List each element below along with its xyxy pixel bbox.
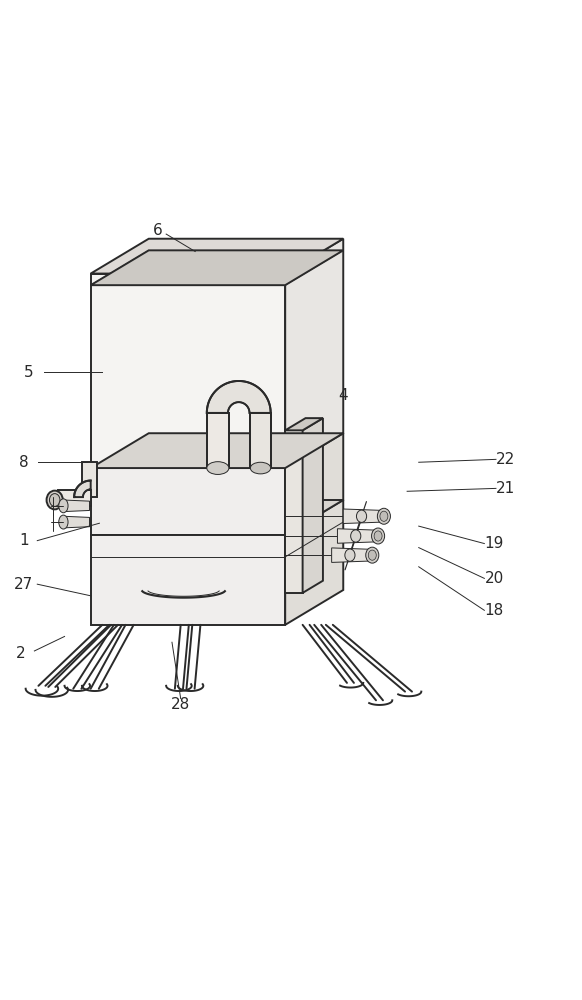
Polygon shape: [91, 274, 285, 468]
Polygon shape: [207, 413, 229, 468]
Text: 5: 5: [24, 365, 33, 380]
Text: 27: 27: [15, 577, 34, 592]
Polygon shape: [303, 418, 323, 593]
Polygon shape: [91, 468, 285, 535]
Ellipse shape: [59, 515, 68, 529]
Polygon shape: [91, 535, 285, 625]
Polygon shape: [285, 430, 303, 593]
Polygon shape: [207, 381, 271, 413]
Polygon shape: [91, 250, 343, 285]
Polygon shape: [63, 500, 90, 512]
Polygon shape: [285, 418, 323, 430]
Text: 6: 6: [152, 223, 162, 238]
Ellipse shape: [365, 547, 379, 563]
Ellipse shape: [250, 462, 271, 474]
Ellipse shape: [47, 491, 63, 509]
Text: 8: 8: [19, 455, 29, 470]
Polygon shape: [91, 433, 343, 468]
Text: 21: 21: [496, 481, 516, 496]
Polygon shape: [74, 481, 91, 497]
Ellipse shape: [59, 499, 68, 513]
Ellipse shape: [207, 462, 229, 474]
Text: 19: 19: [485, 536, 504, 551]
Polygon shape: [63, 516, 90, 528]
Ellipse shape: [356, 510, 367, 522]
Polygon shape: [250, 413, 271, 468]
Text: 22: 22: [496, 452, 516, 467]
Polygon shape: [91, 239, 343, 274]
Polygon shape: [343, 509, 384, 524]
Polygon shape: [332, 548, 372, 562]
Polygon shape: [91, 500, 343, 535]
Ellipse shape: [49, 494, 60, 506]
Ellipse shape: [380, 511, 388, 521]
Text: 18: 18: [485, 603, 504, 618]
Ellipse shape: [351, 530, 361, 542]
Polygon shape: [285, 239, 343, 468]
Text: 1: 1: [19, 533, 29, 548]
Ellipse shape: [371, 528, 385, 544]
Text: 20: 20: [485, 571, 504, 586]
Text: 28: 28: [171, 697, 190, 712]
Ellipse shape: [374, 531, 382, 541]
Polygon shape: [338, 529, 378, 543]
Text: 4: 4: [339, 388, 348, 403]
Ellipse shape: [377, 508, 391, 524]
Text: 2: 2: [16, 646, 26, 661]
Polygon shape: [285, 500, 343, 625]
Polygon shape: [58, 490, 91, 506]
Polygon shape: [285, 433, 343, 535]
Polygon shape: [82, 462, 97, 497]
Ellipse shape: [368, 550, 377, 560]
Ellipse shape: [345, 549, 355, 561]
